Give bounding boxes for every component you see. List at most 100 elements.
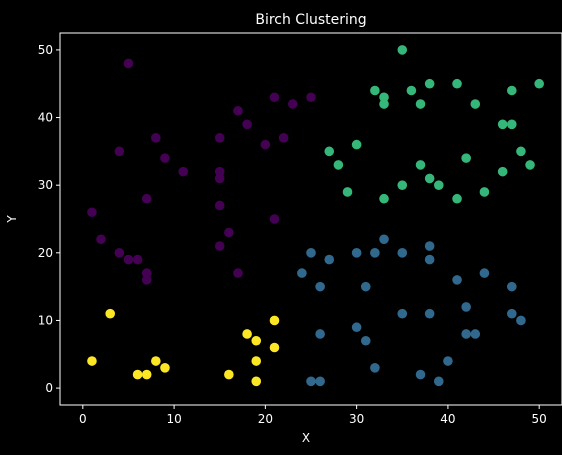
data-point-cluster-1 — [397, 308, 408, 319]
data-point-cluster-1 — [507, 308, 517, 319]
x-tick-label: 30 — [349, 412, 364, 426]
data-point-cluster-2 — [370, 85, 380, 96]
data-point-cluster-1 — [433, 376, 444, 387]
data-point-cluster-0 — [214, 173, 225, 184]
data-point-cluster-1 — [415, 369, 426, 380]
data-point-cluster-1 — [479, 268, 490, 278]
plot-area — [59, 32, 562, 406]
data-point-cluster-0 — [233, 105, 243, 116]
data-point-cluster-2 — [424, 78, 435, 89]
data-point-cluster-2 — [497, 119, 508, 130]
data-point-cluster-2 — [461, 153, 471, 163]
data-point-cluster-1 — [360, 281, 371, 292]
x-axis-label: X — [302, 431, 310, 445]
data-point-cluster-3 — [269, 342, 280, 353]
data-point-cluster-3 — [105, 308, 115, 319]
x-axis-ticks: 0 10 20 30 40 50 — [79, 405, 547, 426]
data-point-cluster-1 — [324, 254, 335, 265]
data-point-cluster-2 — [379, 99, 389, 109]
data-point-cluster-3 — [224, 369, 234, 380]
data-point-cluster-0 — [214, 241, 225, 251]
x-tick-label: 0 — [79, 412, 87, 426]
data-point-cluster-0 — [123, 58, 134, 69]
data-point-cluster-0 — [287, 99, 298, 109]
data-point-cluster-1 — [370, 363, 380, 373]
data-point-cluster-2 — [379, 92, 389, 103]
data-point-cluster-3 — [151, 356, 161, 366]
data-point-cluster-1 — [424, 254, 435, 265]
data-point-cluster-2 — [333, 160, 344, 170]
data-point-cluster-2 — [379, 193, 389, 204]
data-point-cluster-1 — [370, 248, 380, 258]
data-point-cluster-0 — [278, 133, 289, 143]
data-point-cluster-2 — [397, 180, 408, 190]
data-point-cluster-2 — [497, 166, 508, 177]
data-point-cluster-1 — [516, 315, 526, 326]
data-point-cluster-1 — [315, 329, 325, 339]
data-point-cluster-0 — [141, 275, 152, 285]
data-point-cluster-1 — [470, 329, 481, 339]
data-point-cluster-1 — [461, 329, 471, 339]
data-point-cluster-3 — [87, 356, 97, 366]
data-point-cluster-2 — [324, 146, 335, 157]
data-point-cluster-0 — [141, 193, 152, 204]
y-tick-label: 50 — [38, 43, 53, 57]
data-point-cluster-2 — [424, 173, 435, 184]
data-point-cluster-0 — [178, 166, 189, 177]
data-point-cluster-2 — [415, 99, 426, 109]
data-point-cluster-0 — [269, 214, 280, 224]
data-point-cluster-0 — [306, 92, 316, 103]
data-point-cluster-0 — [269, 92, 280, 103]
data-point-cluster-1 — [443, 356, 453, 366]
data-point-cluster-2 — [452, 193, 462, 204]
y-tick-label: 30 — [38, 178, 53, 192]
data-point-cluster-0 — [242, 119, 252, 130]
data-point-cluster-3 — [251, 356, 262, 366]
data-point-cluster-1 — [424, 241, 435, 251]
data-point-cluster-2 — [507, 85, 517, 96]
data-point-cluster-0 — [151, 133, 161, 143]
data-point-cluster-3 — [141, 369, 152, 380]
data-point-cluster-2 — [525, 160, 535, 170]
data-point-cluster-0 — [123, 254, 134, 265]
data-point-cluster-1 — [297, 268, 307, 278]
data-point-cluster-1 — [360, 335, 371, 346]
data-point-cluster-0 — [214, 166, 225, 177]
data-point-cluster-0 — [114, 248, 125, 258]
y-tick-label: 10 — [38, 313, 53, 327]
data-point-cluster-3 — [132, 369, 143, 380]
x-tick-label: 40 — [440, 412, 455, 426]
y-axis-label: Y — [5, 215, 19, 224]
data-point-cluster-2 — [351, 139, 362, 150]
data-point-cluster-1 — [315, 281, 325, 292]
data-point-cluster-1 — [452, 275, 462, 285]
data-point-cluster-2 — [342, 187, 353, 197]
data-point-cluster-1 — [424, 308, 435, 319]
data-point-cluster-1 — [306, 376, 316, 387]
data-point-cluster-1 — [315, 376, 325, 387]
data-point-cluster-2 — [479, 187, 490, 197]
data-point-cluster-1 — [461, 302, 471, 312]
data-point-cluster-3 — [251, 335, 262, 346]
data-point-cluster-1 — [306, 248, 316, 258]
data-point-cluster-2 — [433, 180, 444, 190]
data-point-cluster-3 — [160, 363, 170, 373]
data-point-cluster-3 — [242, 329, 252, 339]
y-axis-ticks: 0 10 20 30 40 50 — [38, 43, 60, 395]
data-point-cluster-1 — [379, 234, 389, 245]
data-point-cluster-0 — [114, 146, 125, 157]
x-tick-label: 50 — [532, 412, 547, 426]
data-point-cluster-0 — [233, 268, 243, 278]
data-point-cluster-1 — [351, 322, 362, 333]
data-point-cluster-0 — [87, 207, 97, 218]
data-point-cluster-2 — [516, 146, 526, 157]
data-point-cluster-3 — [269, 315, 280, 326]
data-point-cluster-0 — [96, 234, 106, 245]
data-point-cluster-0 — [214, 133, 225, 143]
data-point-cluster-0 — [224, 227, 234, 238]
data-point-cluster-2 — [470, 99, 481, 109]
y-tick-label: 20 — [38, 246, 53, 260]
x-tick-label: 10 — [166, 412, 181, 426]
data-point-cluster-1 — [397, 248, 408, 258]
